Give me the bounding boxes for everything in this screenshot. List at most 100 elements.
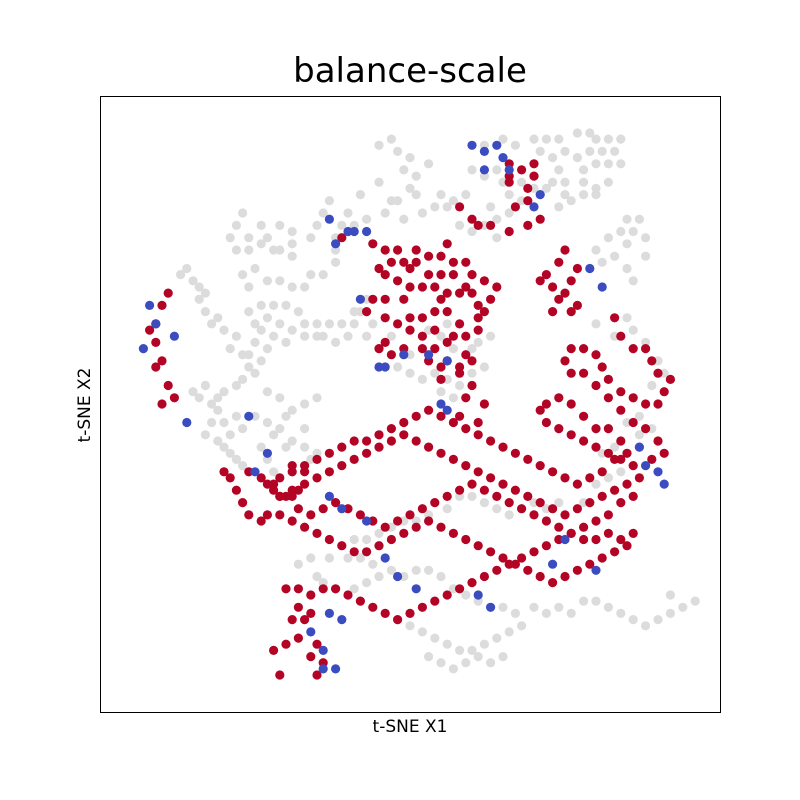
scatter-point-red (151, 337, 161, 347)
scatter-point-gray (231, 245, 241, 255)
scatter-point-red (436, 522, 446, 532)
scatter-point-gray (603, 134, 614, 144)
scatter-point-gray (275, 245, 285, 255)
scatter-point-gray (182, 263, 192, 274)
scatter-point-red (393, 615, 403, 625)
scatter-point-red (566, 430, 576, 440)
scatter-point-gray (213, 393, 223, 403)
scatter-point-gray (262, 233, 272, 243)
scatter-point-red (442, 590, 452, 600)
scatter-point-gray (281, 442, 291, 452)
scatter-point-gray (306, 553, 316, 563)
scatter-point-red (405, 313, 415, 323)
scatter-point-red (467, 288, 477, 298)
scatter-point-gray (436, 658, 446, 668)
scatter-point-gray (287, 282, 297, 292)
scatter-point-gray (591, 596, 601, 606)
scatter-point-red (424, 270, 434, 280)
scatter-point-red (411, 522, 421, 532)
scatter-point-gray (529, 134, 539, 144)
scatter-point-gray (541, 608, 552, 619)
scatter-point-red (597, 467, 607, 477)
scatter-point-blue (393, 571, 403, 582)
scatter-point-red (436, 362, 446, 372)
scatter-point-red (300, 522, 310, 532)
scatter-point-red (517, 553, 527, 563)
scatter-point-gray (479, 362, 489, 372)
scatter-point-red (461, 393, 471, 403)
scatter-point-red (324, 448, 334, 458)
scatter-point-red (591, 380, 601, 391)
scatter-point-gray (281, 411, 291, 421)
scatter-point-blue (597, 282, 607, 292)
scatter-point-red (585, 559, 595, 569)
scatter-point-red (486, 436, 496, 446)
scatter-point-red (448, 528, 458, 539)
scatter-point-red (380, 522, 390, 532)
scatter-point-gray (399, 165, 409, 175)
scatter-point-red (324, 534, 334, 545)
scatter-point-red (479, 307, 489, 317)
scatter-point-red (653, 368, 663, 378)
scatter-point-red (281, 491, 291, 501)
scatter-point-gray (591, 159, 601, 169)
scatter-point-red (535, 461, 545, 471)
scatter-point-red (641, 344, 651, 354)
scatter-point-red (572, 263, 583, 274)
scatter-point-gray (554, 202, 564, 212)
scatter-point-gray (219, 442, 229, 452)
scatter-point-blue (479, 165, 489, 175)
scatter-point-gray (312, 319, 322, 329)
scatter-point-gray (647, 380, 657, 391)
scatter-point-red (467, 270, 477, 280)
scatter-point-gray (244, 233, 254, 243)
scatter-point-gray (610, 442, 620, 452)
scatter-point-red (616, 405, 626, 415)
scatter-point-gray (579, 596, 589, 606)
scatter-point-gray (231, 331, 241, 341)
scatter-point-red (293, 504, 303, 514)
scatter-point-red (467, 380, 477, 391)
scatter-point-blue (486, 602, 496, 612)
scatter-point-gray (343, 208, 353, 218)
scatter-point-red (151, 362, 161, 372)
chart-title: balance-scale (293, 51, 527, 91)
scatter-point-red (603, 448, 614, 458)
scatter-point-red (597, 362, 607, 372)
scatter-point-red (436, 411, 446, 421)
scatter-point-red (380, 608, 390, 619)
scatter-point-gray (238, 270, 248, 280)
scatter-point-gray (256, 220, 266, 230)
scatter-point-gray (585, 128, 595, 138)
scatter-point-gray (665, 608, 676, 619)
scatter-point-red (541, 270, 552, 280)
scatter-point-red (510, 448, 520, 458)
scatter-point-gray (554, 165, 564, 175)
scatter-point-gray (548, 153, 558, 163)
scatter-point-blue (349, 226, 359, 237)
scatter-point-gray (293, 559, 303, 569)
scatter-point-red (455, 202, 465, 212)
scatter-point-gray (461, 590, 471, 600)
scatter-point-gray (417, 208, 427, 218)
scatter-point-red (541, 399, 552, 409)
scatter-point-gray (231, 380, 241, 391)
scatter-point-red (300, 479, 310, 489)
scatter-point-gray (256, 356, 266, 366)
scatter-point-red (566, 307, 576, 317)
scatter-point-red (473, 313, 483, 323)
scatter-point-blue (560, 534, 570, 545)
scatter-point-red (486, 294, 496, 304)
scatter-point-gray (380, 208, 390, 218)
scatter-point-gray (300, 399, 310, 409)
scatter-point-gray (628, 325, 638, 335)
scatter-point-red (616, 436, 626, 446)
scatter-point-red (610, 547, 620, 557)
scatter-point-red (461, 461, 471, 471)
scatter-point-red (510, 202, 520, 212)
scatter-point-gray (405, 183, 415, 193)
scatter-point-red (417, 344, 427, 354)
scatter-point-red (312, 528, 322, 539)
scatter-point-red (603, 374, 614, 384)
